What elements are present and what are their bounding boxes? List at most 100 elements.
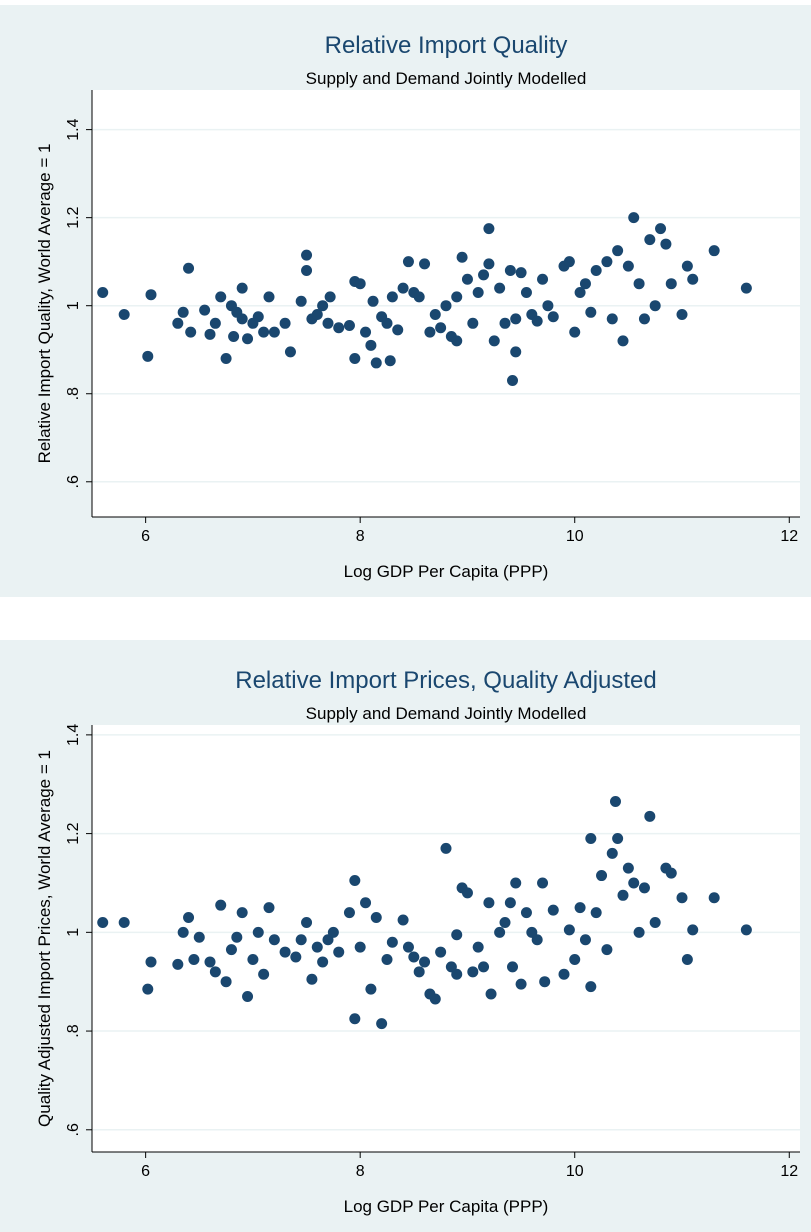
point (360, 897, 372, 909)
point (547, 904, 559, 916)
point (370, 357, 382, 369)
x-axis-label: Log GDP Per Capita (PPP) (344, 562, 549, 581)
point (322, 317, 334, 329)
point (520, 286, 532, 298)
point (118, 309, 130, 321)
x-tick-label: 8 (356, 1163, 365, 1180)
y-axis-label: Quality Adjusted Import Prices, World Av… (35, 750, 54, 1127)
point (220, 353, 232, 365)
point (622, 260, 634, 272)
point (590, 907, 602, 919)
point (360, 326, 372, 338)
point (365, 983, 377, 995)
point (408, 951, 420, 963)
point (343, 320, 355, 332)
point (676, 309, 688, 321)
point (172, 317, 184, 329)
point (622, 862, 634, 874)
point (413, 291, 425, 303)
point (681, 260, 693, 272)
point (376, 1018, 388, 1030)
x-axis-label: Log GDP Per Capita (PPP) (344, 1197, 549, 1216)
point (306, 973, 318, 985)
point (740, 282, 752, 294)
point (263, 291, 275, 303)
point (236, 282, 248, 294)
point (483, 223, 495, 235)
point (419, 956, 431, 968)
point (145, 289, 157, 301)
point (349, 1013, 361, 1025)
point (215, 291, 227, 303)
y-tick-label: 1 (65, 928, 82, 937)
point (258, 968, 270, 980)
point (655, 223, 667, 235)
point (279, 946, 291, 958)
point (537, 877, 549, 889)
point (596, 870, 608, 882)
point (676, 892, 688, 904)
point (451, 968, 463, 980)
point (228, 331, 240, 343)
point (384, 355, 396, 367)
point (397, 914, 409, 926)
point (279, 317, 291, 329)
point (413, 966, 425, 978)
x-tick-label: 12 (780, 1163, 798, 1180)
point (209, 966, 221, 978)
point (485, 988, 497, 1000)
plot-area (92, 725, 800, 1152)
x-tick-label: 8 (356, 528, 365, 545)
point (515, 267, 527, 279)
y-axis-label: Relative Import Quality, World Average =… (35, 144, 54, 464)
point (563, 924, 575, 936)
point (612, 245, 624, 257)
point (579, 278, 591, 290)
x-tick-label: 12 (780, 528, 798, 545)
point (324, 291, 336, 303)
point (188, 953, 200, 965)
point (290, 951, 302, 963)
point (333, 946, 345, 958)
y-tick-label: .6 (65, 1123, 82, 1136)
point (199, 304, 211, 316)
point (247, 953, 259, 965)
point (97, 286, 109, 298)
point (301, 264, 313, 276)
point (301, 916, 313, 928)
point (424, 326, 436, 338)
point (585, 833, 597, 845)
point (499, 916, 511, 928)
point (628, 877, 640, 889)
point (510, 346, 522, 358)
point (617, 335, 629, 347)
point (343, 907, 355, 919)
point (612, 833, 624, 845)
point (435, 322, 447, 334)
point (507, 375, 519, 387)
point (402, 941, 414, 953)
point (311, 941, 323, 953)
point (472, 286, 484, 298)
point (451, 335, 463, 347)
point (333, 322, 345, 334)
point (601, 944, 613, 956)
point (142, 350, 154, 362)
point (451, 929, 463, 941)
x-tick-label: 10 (566, 1163, 584, 1180)
point (687, 273, 699, 285)
point (472, 941, 484, 953)
point (531, 315, 543, 327)
point (386, 291, 398, 303)
point (204, 956, 216, 968)
point (183, 262, 195, 274)
point (467, 966, 479, 978)
chart-title: Relative Import Quality (325, 32, 568, 59)
point (574, 286, 586, 298)
point (220, 976, 232, 988)
point (349, 353, 361, 365)
chart-title: Relative Import Prices, Quality Adjusted (235, 667, 657, 694)
chart-subtitle: Supply and Demand Jointly Modelled (306, 704, 587, 723)
point (526, 926, 538, 938)
point (209, 317, 221, 329)
